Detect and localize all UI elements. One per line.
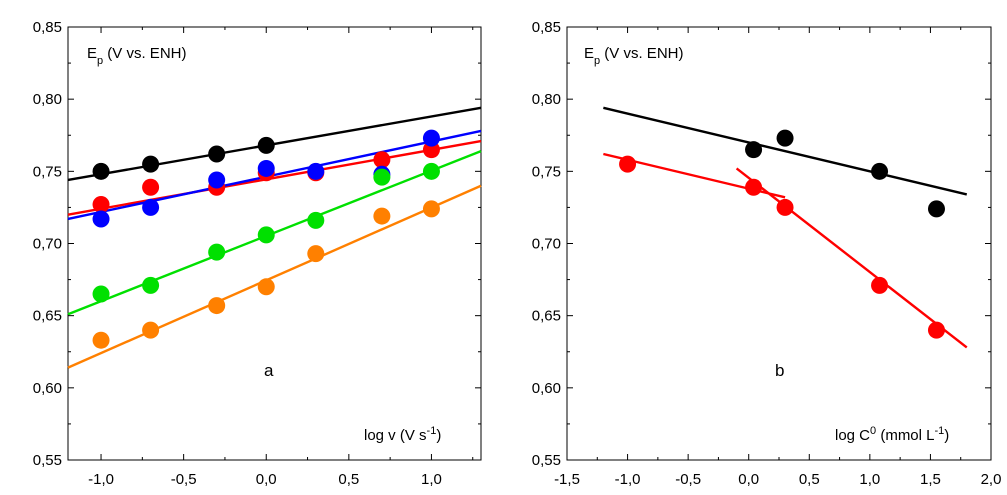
x-tick-label: -0,5 [171,471,197,488]
x-tick-label: 1,5 [920,471,941,488]
panel-label-a: a [264,361,274,380]
data-points-b [619,129,945,339]
data-point [142,276,160,294]
data-point [776,198,794,216]
data-point [619,155,637,173]
fit-line [67,184,482,369]
x-axis-label-a: log v (V s-1) [364,425,441,444]
x-axis-label-b: log C0 (mmol L-1) [835,425,949,444]
data-point [373,168,391,186]
data-point [142,178,160,196]
chart-panel-a: 0,55 0,60 0,65 0,70 0,75 0,80 0,85 -1,0 -0,5 0,0 0… [33,19,482,488]
data-point [927,321,945,339]
x-tick-label: -1,5 [554,471,580,488]
y-tick-label: 0,55 [33,452,62,469]
data-point [92,196,110,214]
plot-frame-a [67,26,482,461]
ticks-b: 0,55 0,60 0,65 0,70 0,75 0,80 0,85 -1,5 -1,0 -0,5… [532,19,1002,488]
x-tick-label: -1,0 [615,471,641,488]
data-point [142,198,160,216]
data-point [373,207,391,225]
data-point [373,151,391,169]
data-point [208,243,226,261]
y-tick-label: 0,85 [532,19,561,36]
data-point [871,162,889,180]
y-tick-label: 0,70 [33,236,62,253]
y-tick-label: 0,55 [532,452,561,469]
fit-line [735,167,968,349]
data-point [142,321,160,339]
ticks-a: 0,55 0,60 0,65 0,70 0,75 0,80 0,85 -1,0 -0,5 0,0 0… [33,19,481,488]
y-tick-label: 0,80 [532,91,561,108]
x-tick-label: 1,0 [421,471,442,488]
y-tick-label: 0,85 [33,19,62,36]
data-point [927,200,945,218]
data-points-a [92,129,440,349]
x-tick-label: 2,0 [981,471,1002,488]
x-tick-label: 0,5 [799,471,820,488]
data-point [208,145,226,163]
data-point [307,162,325,180]
data-point [92,285,110,303]
x-tick-label: 0,0 [256,471,277,488]
data-point [422,162,440,180]
data-point [307,211,325,229]
x-tick-label: 0,5 [338,471,359,488]
y-tick-label: 0,65 [532,308,561,325]
x-tick-label: -0,5 [675,471,701,488]
data-point [871,276,889,294]
y-tick-label: 0,60 [33,380,62,397]
data-point [422,129,440,147]
y-tick-label: 0,80 [33,91,62,108]
data-point [142,155,160,173]
y-tick-label: 0,75 [532,163,561,180]
chart-panel-b: 0,55 0,60 0,65 0,70 0,75 0,80 0,85 -1,5 -1,0 -0,5… [532,19,1002,488]
data-point [257,136,275,154]
y-tick-label: 0,60 [532,380,561,397]
x-tick-label: 1,0 [859,471,880,488]
fit-line [603,106,968,196]
data-point [92,331,110,349]
y-tick-label: 0,65 [33,308,62,325]
data-point [776,129,794,147]
data-point [422,200,440,218]
data-point [208,297,226,315]
data-point [208,171,226,189]
y-axis-label-b: Ep (V vs. ENH) [584,45,683,67]
panel-label-b: b [775,361,784,380]
fit-line [67,150,482,316]
data-point [257,159,275,177]
plot-frame-b [566,26,992,461]
data-point [257,278,275,296]
fit-line [67,139,482,216]
y-axis-label-a: Ep (V vs. ENH) [87,45,186,67]
data-point [92,162,110,180]
data-point [92,210,110,228]
data-point [257,226,275,244]
y-tick-label: 0,70 [532,236,561,253]
data-point [745,178,763,196]
y-tick-label: 0,75 [33,163,62,180]
x-tick-label: -1,0 [88,471,114,488]
data-point [307,245,325,263]
fit-line [67,129,482,221]
data-point [745,141,763,159]
fit-lines-a [67,106,482,369]
x-tick-label: 0,0 [738,471,759,488]
